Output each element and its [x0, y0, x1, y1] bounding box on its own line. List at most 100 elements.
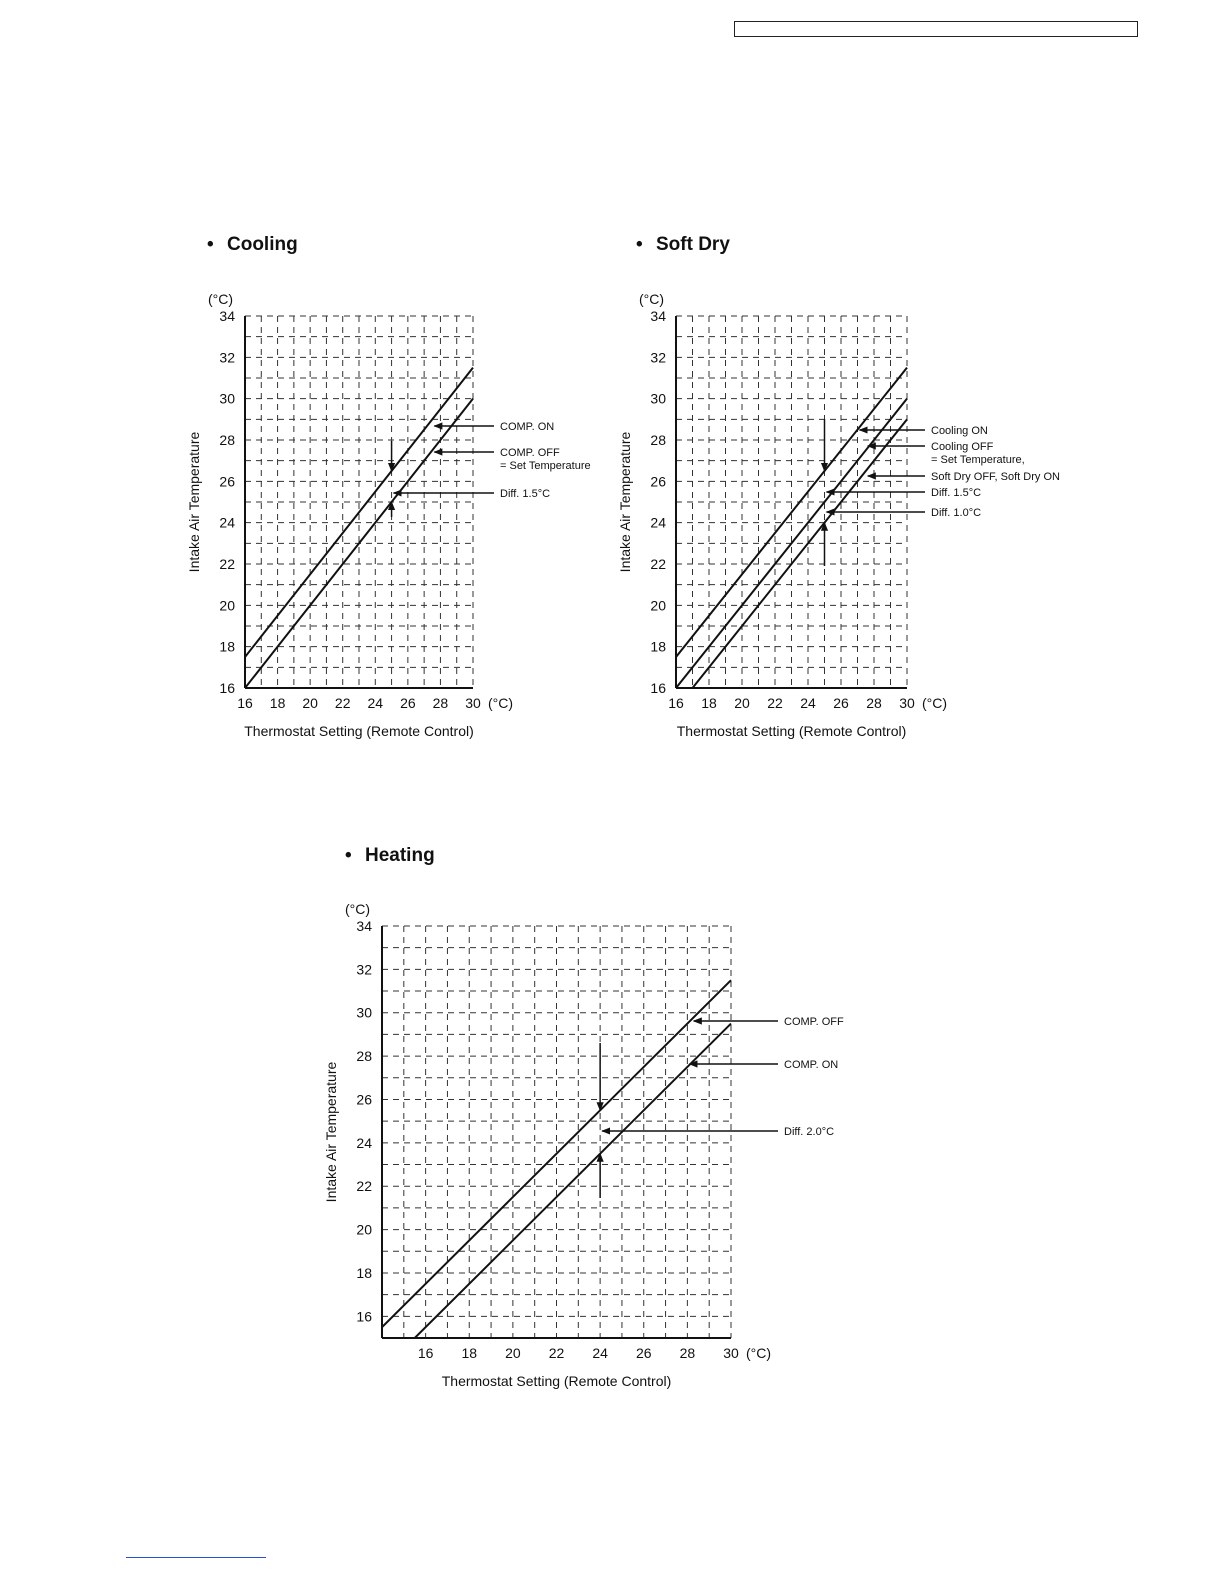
heating-y-tick-label: 28	[356, 1048, 372, 1064]
cooling-x-tick-label: 30	[465, 695, 481, 711]
cooling-x-tick-label: 16	[237, 695, 253, 711]
softdry-annotation-label-1: Cooling ON	[931, 425, 988, 437]
cooling-y-tick-label: 28	[219, 432, 235, 448]
heating-series-line-1	[382, 979, 732, 1328]
softdry-x-tick-label: 22	[767, 695, 783, 711]
softdry-x-axis-title: Thermostat Setting (Remote Control)	[677, 723, 907, 739]
heating-x-tick-label: 24	[592, 1345, 608, 1361]
softdry-annotation-label-2: Cooling OFF	[931, 441, 994, 453]
softdry-series-line-3	[691, 418, 908, 688]
cooling-x-tick-label: 22	[335, 695, 351, 711]
cooling-y-tick-label: 24	[219, 515, 235, 531]
cooling-y-tick-label: 18	[219, 639, 235, 655]
softdry-y-tick-label: 20	[650, 597, 666, 613]
softdry-y-tick-label: 18	[650, 639, 666, 655]
heating-x-unit: (°C)	[746, 1345, 771, 1361]
softdry-y-unit: (°C)	[639, 291, 664, 307]
cooling-annotation-label-1: COMP. ON	[500, 421, 554, 433]
heating-y-tick-label: 26	[356, 1091, 372, 1107]
heating-y-tick-label: 32	[356, 961, 372, 977]
cooling-x-unit: (°C)	[488, 695, 513, 711]
softdry-y-axis-title: Intake Air Temperature	[617, 431, 633, 572]
softdry-y-tick-label: 30	[650, 391, 666, 407]
cooling-series-group	[245, 367, 474, 688]
softdry-y-tick-label: 26	[650, 473, 666, 489]
heating-y-tick-label: 16	[356, 1308, 372, 1324]
softdry-x-tick-label: 24	[800, 695, 816, 711]
cooling-annotation-label-3: Diff. 1.5°C	[500, 488, 550, 500]
softdry-annotation-label-4: Diff. 1.5°C	[931, 487, 981, 499]
heating-annotation-label-1: COMP. OFF	[784, 1016, 844, 1028]
heating-y-tick-label: 30	[356, 1005, 372, 1021]
cooling-x-tick-label: 18	[270, 695, 286, 711]
heating-series-line-2	[414, 1022, 732, 1338]
softdry-x-tick-label: 28	[866, 695, 882, 711]
heating-title: • Heating	[345, 845, 435, 867]
heating-y-axis-title: Intake Air Temperature	[323, 1061, 339, 1202]
heating-x-tick-label: 30	[723, 1345, 739, 1361]
softdry-title-text: Soft Dry	[656, 234, 730, 255]
softdry-y-tick-label: 32	[650, 349, 666, 365]
softdry-y-tick-label: 24	[650, 515, 666, 531]
cooling-annotation-label-2: COMP. OFF	[500, 447, 560, 459]
cooling-x-tick-label: 28	[433, 695, 449, 711]
heating-bullet: •	[345, 845, 352, 866]
cooling-series-line-1	[245, 367, 474, 658]
softdry-annotation-label-5: Diff. 1.0°C	[931, 507, 981, 519]
softdry-x-tick-label: 18	[701, 695, 717, 711]
heating-x-tick-label: 16	[418, 1345, 434, 1361]
cooling-y-tick-label: 34	[219, 308, 235, 324]
footer-link-line	[126, 1557, 266, 1558]
softdry-y-tick-label: 34	[650, 308, 666, 324]
heating-title-text: Heating	[365, 845, 435, 866]
cooling-y-tick-label: 22	[219, 556, 235, 572]
cooling-x-tick-label: 20	[302, 695, 318, 711]
heating-y-tick-label: 20	[356, 1222, 372, 1238]
cooling-title-text: Cooling	[227, 234, 298, 255]
softdry-annotation-label-3: Soft Dry OFF, Soft Dry ON	[931, 471, 1060, 483]
heating-x-tick-label: 28	[680, 1345, 696, 1361]
heating-x-tick-label: 20	[505, 1345, 521, 1361]
softdry-title: • Soft Dry	[636, 234, 730, 256]
softdry-x-tick-label: 26	[833, 695, 849, 711]
softdry-x-tick-label: 20	[734, 695, 750, 711]
heating-annotation-label-3: Diff. 2.0°C	[784, 1126, 834, 1138]
cooling-y-tick-label: 32	[219, 349, 235, 365]
cooling-y-tick-label: 16	[219, 680, 235, 696]
cooling-title: • Cooling	[207, 234, 298, 256]
heating-x-tick-label: 26	[636, 1345, 652, 1361]
heating-x-tick-label: 22	[549, 1345, 565, 1361]
cooling-x-tick-label: 26	[400, 695, 416, 711]
softdry-series-line-1	[676, 367, 908, 658]
heating-y-tick-label: 18	[356, 1265, 372, 1281]
softdry-bullet: •	[636, 234, 643, 255]
softdry-annotation-label-2: = Set Temperature,	[931, 454, 1025, 466]
header-box	[734, 21, 1138, 37]
heating-y-unit: (°C)	[345, 901, 370, 917]
heating-grid	[382, 925, 732, 1338]
heating-x-axis-title: Thermostat Setting (Remote Control)	[442, 1373, 672, 1389]
cooling-bullet: •	[207, 234, 214, 255]
heating-annotation-label-2: COMP. ON	[784, 1059, 838, 1071]
heating-y-tick-label: 22	[356, 1178, 372, 1194]
cooling-y-tick-label: 26	[219, 473, 235, 489]
cooling-annotation-label-2: = Set Temperature	[500, 460, 591, 472]
cooling-y-tick-label: 20	[219, 597, 235, 613]
heating-series-group	[382, 979, 732, 1338]
softdry-x-tick-label: 16	[668, 695, 684, 711]
cooling-grid	[245, 315, 474, 688]
softdry-y-tick-label: 22	[650, 556, 666, 572]
cooling-y-unit: (°C)	[208, 291, 233, 307]
softdry-x-unit: (°C)	[922, 695, 947, 711]
heating-x-tick-label: 18	[461, 1345, 477, 1361]
cooling-x-tick-label: 24	[367, 695, 383, 711]
cooling-x-axis-title: Thermostat Setting (Remote Control)	[244, 723, 474, 739]
heating-y-tick-label: 24	[356, 1135, 372, 1151]
softdry-y-tick-label: 28	[650, 432, 666, 448]
softdry-x-tick-label: 30	[899, 695, 915, 711]
cooling-y-axis-title: Intake Air Temperature	[186, 431, 202, 572]
heating-y-tick-label: 34	[356, 918, 372, 934]
